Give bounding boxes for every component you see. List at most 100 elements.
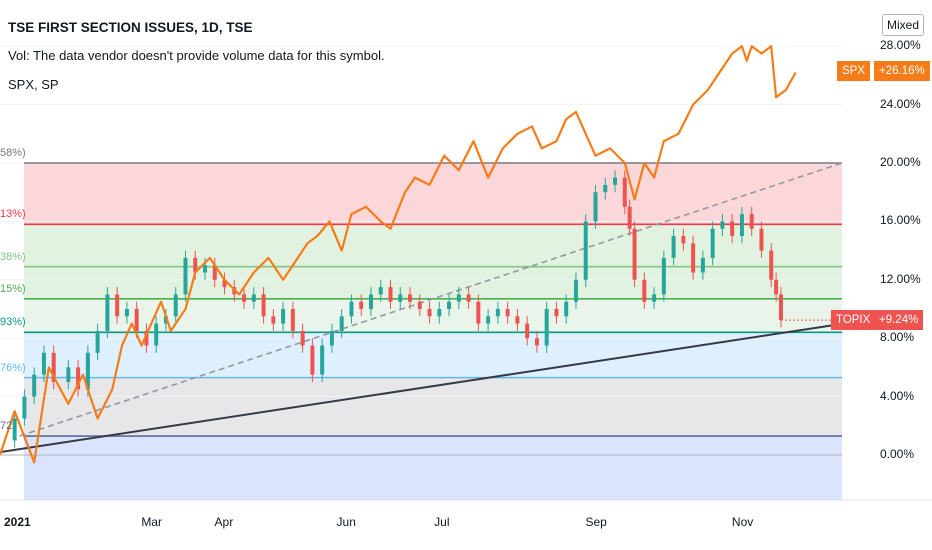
topix-candle <box>437 309 442 317</box>
topix-candle <box>76 367 81 390</box>
topix-candle <box>583 221 588 280</box>
topix-candle <box>95 330 100 353</box>
x-tick-label: Apr <box>214 515 234 529</box>
x-tick-label: 2021 <box>4 515 31 529</box>
fib-level-label: 58%) <box>0 147 26 159</box>
topix-candle <box>22 396 27 419</box>
y-tick-label: 8.00% <box>880 330 915 345</box>
x-tick-label: Sep <box>585 515 607 529</box>
topix-candle <box>476 301 481 324</box>
spx-line <box>0 45 797 464</box>
topix-candle <box>525 323 530 339</box>
y-tick-label: 24.00% <box>880 96 921 111</box>
fib-level-label: 38%) <box>0 250 26 263</box>
topix-candle <box>173 294 178 317</box>
topix-candle <box>652 294 657 302</box>
topix-candle <box>105 294 110 331</box>
topix-candle <box>778 294 783 321</box>
topix-candle <box>212 265 217 280</box>
topix-candle <box>632 228 637 280</box>
topix-candle <box>271 316 276 324</box>
topix-candle <box>144 330 149 346</box>
topix-candle <box>124 309 129 317</box>
fib-band <box>24 436 842 500</box>
topix-candle <box>261 294 266 317</box>
topix-candle <box>681 236 686 244</box>
topix-candle <box>495 309 500 317</box>
x-tick-label: Nov <box>731 515 754 529</box>
topix-candle <box>193 257 198 273</box>
x-tick-label: Jun <box>336 515 356 529</box>
trendline <box>0 322 843 454</box>
topix-candle <box>41 352 46 375</box>
topix-candle <box>456 294 461 302</box>
x-tick-label: Jul <box>434 515 450 529</box>
fib-band <box>24 332 842 378</box>
topix-candle <box>222 279 227 288</box>
topix-candle <box>730 221 735 236</box>
y-tick-label: 12.00% <box>880 271 921 286</box>
fib-level-label: 72 <box>0 420 13 433</box>
topix-candle <box>700 257 705 273</box>
comparison-symbol: SPX, SP <box>8 77 59 92</box>
topix-candle <box>281 309 286 324</box>
topix-candle <box>417 301 422 309</box>
topix-candle <box>671 236 676 258</box>
y-tick-label: 16.00% <box>880 213 921 228</box>
topix-candle <box>154 323 159 346</box>
topix-candle <box>359 301 364 309</box>
topix-candle <box>774 279 779 295</box>
y-tick-label: 4.00% <box>880 388 915 403</box>
topix-candle <box>12 418 17 441</box>
projection-line <box>19 162 843 437</box>
topix-candle <box>378 287 383 295</box>
topix-last-value: +9.24% <box>874 310 924 330</box>
topix-candle <box>398 294 403 302</box>
topix-candle <box>627 206 632 229</box>
fib-band <box>24 224 842 267</box>
topix-candle <box>427 309 432 317</box>
spx-series-label: SPX <box>837 61 871 81</box>
y-tick-label: 28.00% <box>880 38 921 53</box>
topix-candle <box>505 309 510 317</box>
topix-candle <box>339 316 344 331</box>
topix-candle <box>710 228 715 258</box>
topix-candle <box>486 316 491 324</box>
topix-candle <box>300 330 305 346</box>
scale-mode-button[interactable]: Mixed <box>882 14 924 36</box>
topix-candle <box>749 214 754 229</box>
topix-candle <box>534 338 539 346</box>
topix-candle <box>691 243 696 273</box>
topix-candle <box>759 228 764 251</box>
topix-candle <box>593 192 598 222</box>
topix-candle <box>85 352 90 390</box>
topix-candle <box>320 345 325 375</box>
topix-candle <box>408 294 413 302</box>
topix-candle <box>564 301 569 317</box>
fib-level-label: 93%) <box>0 316 26 329</box>
topix-candle <box>603 184 608 193</box>
topix-candle <box>388 287 393 302</box>
fib-band <box>24 163 842 225</box>
topix-candle <box>163 316 168 324</box>
topix-candle <box>739 214 744 236</box>
topix-candle <box>349 301 354 317</box>
fib-level-label: 13%) <box>0 208 26 221</box>
fib-band <box>24 266 842 299</box>
topix-candle <box>554 309 559 317</box>
topix-candle <box>544 309 549 346</box>
topix-candle <box>51 352 56 382</box>
topix-candle <box>447 301 452 309</box>
topix-candle <box>466 294 471 302</box>
topix-candle <box>290 309 295 331</box>
fib-level-label: 15%) <box>0 282 26 295</box>
topix-candle <box>720 221 725 229</box>
topix-candle <box>66 367 71 382</box>
fib-band <box>24 377 842 437</box>
topix-candle <box>661 257 666 295</box>
topix-candle <box>242 294 247 302</box>
fib-level-label: 76%) <box>0 361 26 374</box>
topix-candle <box>769 250 774 280</box>
topix-candle <box>251 294 256 302</box>
